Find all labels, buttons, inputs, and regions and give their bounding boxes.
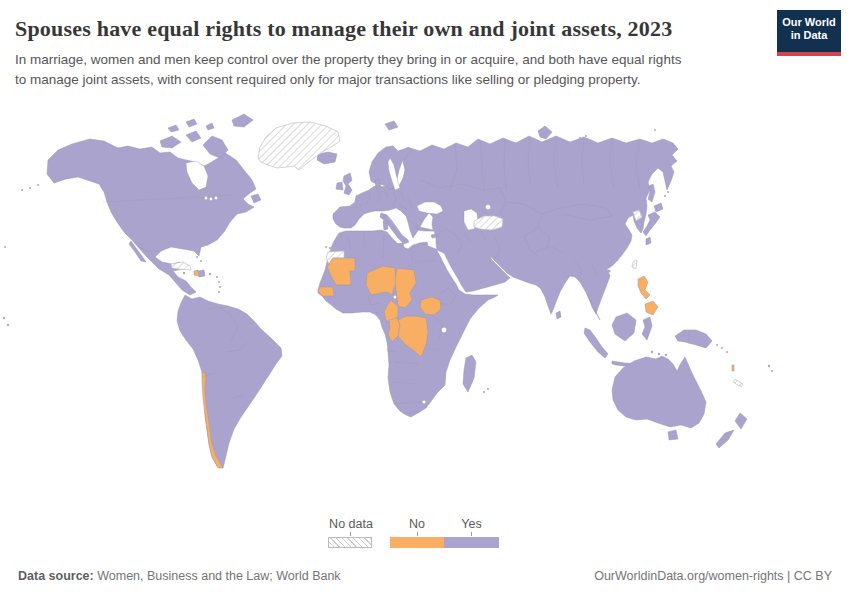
island-great-britain (343, 173, 352, 195)
island-novaya-zemlya (538, 126, 552, 139)
country-new-caledonia (733, 379, 743, 387)
region-australia (612, 356, 706, 428)
island-corsica (384, 215, 387, 218)
legend-swatch-yes[interactable] (444, 537, 499, 548)
island-cyprus (431, 234, 437, 238)
legend-swatch-no-data[interactable] (328, 537, 372, 548)
country-vanuatu (732, 365, 734, 371)
island-tasmania (668, 430, 678, 440)
country-haiti (194, 270, 199, 276)
island-nz-north (735, 413, 747, 429)
island-svalbard (385, 121, 398, 130)
island-borneo (612, 313, 636, 341)
legend-no-label: No (390, 517, 444, 531)
chart-link[interactable]: OurWorldinData.org/women-rights (594, 569, 783, 583)
island-nz-south (716, 430, 734, 448)
island-newfoundland (251, 194, 261, 203)
island-sardinia (383, 220, 388, 230)
island-sumatra (584, 328, 608, 358)
country-taiwan (632, 260, 637, 269)
owid-map-chart: Spouses have equal rights to manage thei… (0, 0, 850, 600)
data-source: Data source: Women, Business and the Law… (18, 569, 341, 583)
island-new-guinea (675, 330, 712, 348)
island-sulawesi (642, 317, 652, 340)
license-line: OurWorldinData.org/women-rights | CC BY (594, 569, 832, 583)
region-south-america (177, 295, 282, 468)
island-ireland (336, 182, 343, 190)
legend-yes-label: Yes (444, 517, 499, 531)
country-philippines (638, 276, 658, 315)
region-north-america (47, 139, 256, 295)
island-sri-lanka (556, 311, 561, 319)
legend-no-data-label: No data (322, 517, 380, 531)
arctic-islands (160, 114, 253, 158)
island-sakhalin (648, 184, 655, 202)
island-madagascar (463, 355, 476, 392)
legend-swatch-no[interactable] (390, 537, 444, 548)
world-map (0, 0, 850, 600)
